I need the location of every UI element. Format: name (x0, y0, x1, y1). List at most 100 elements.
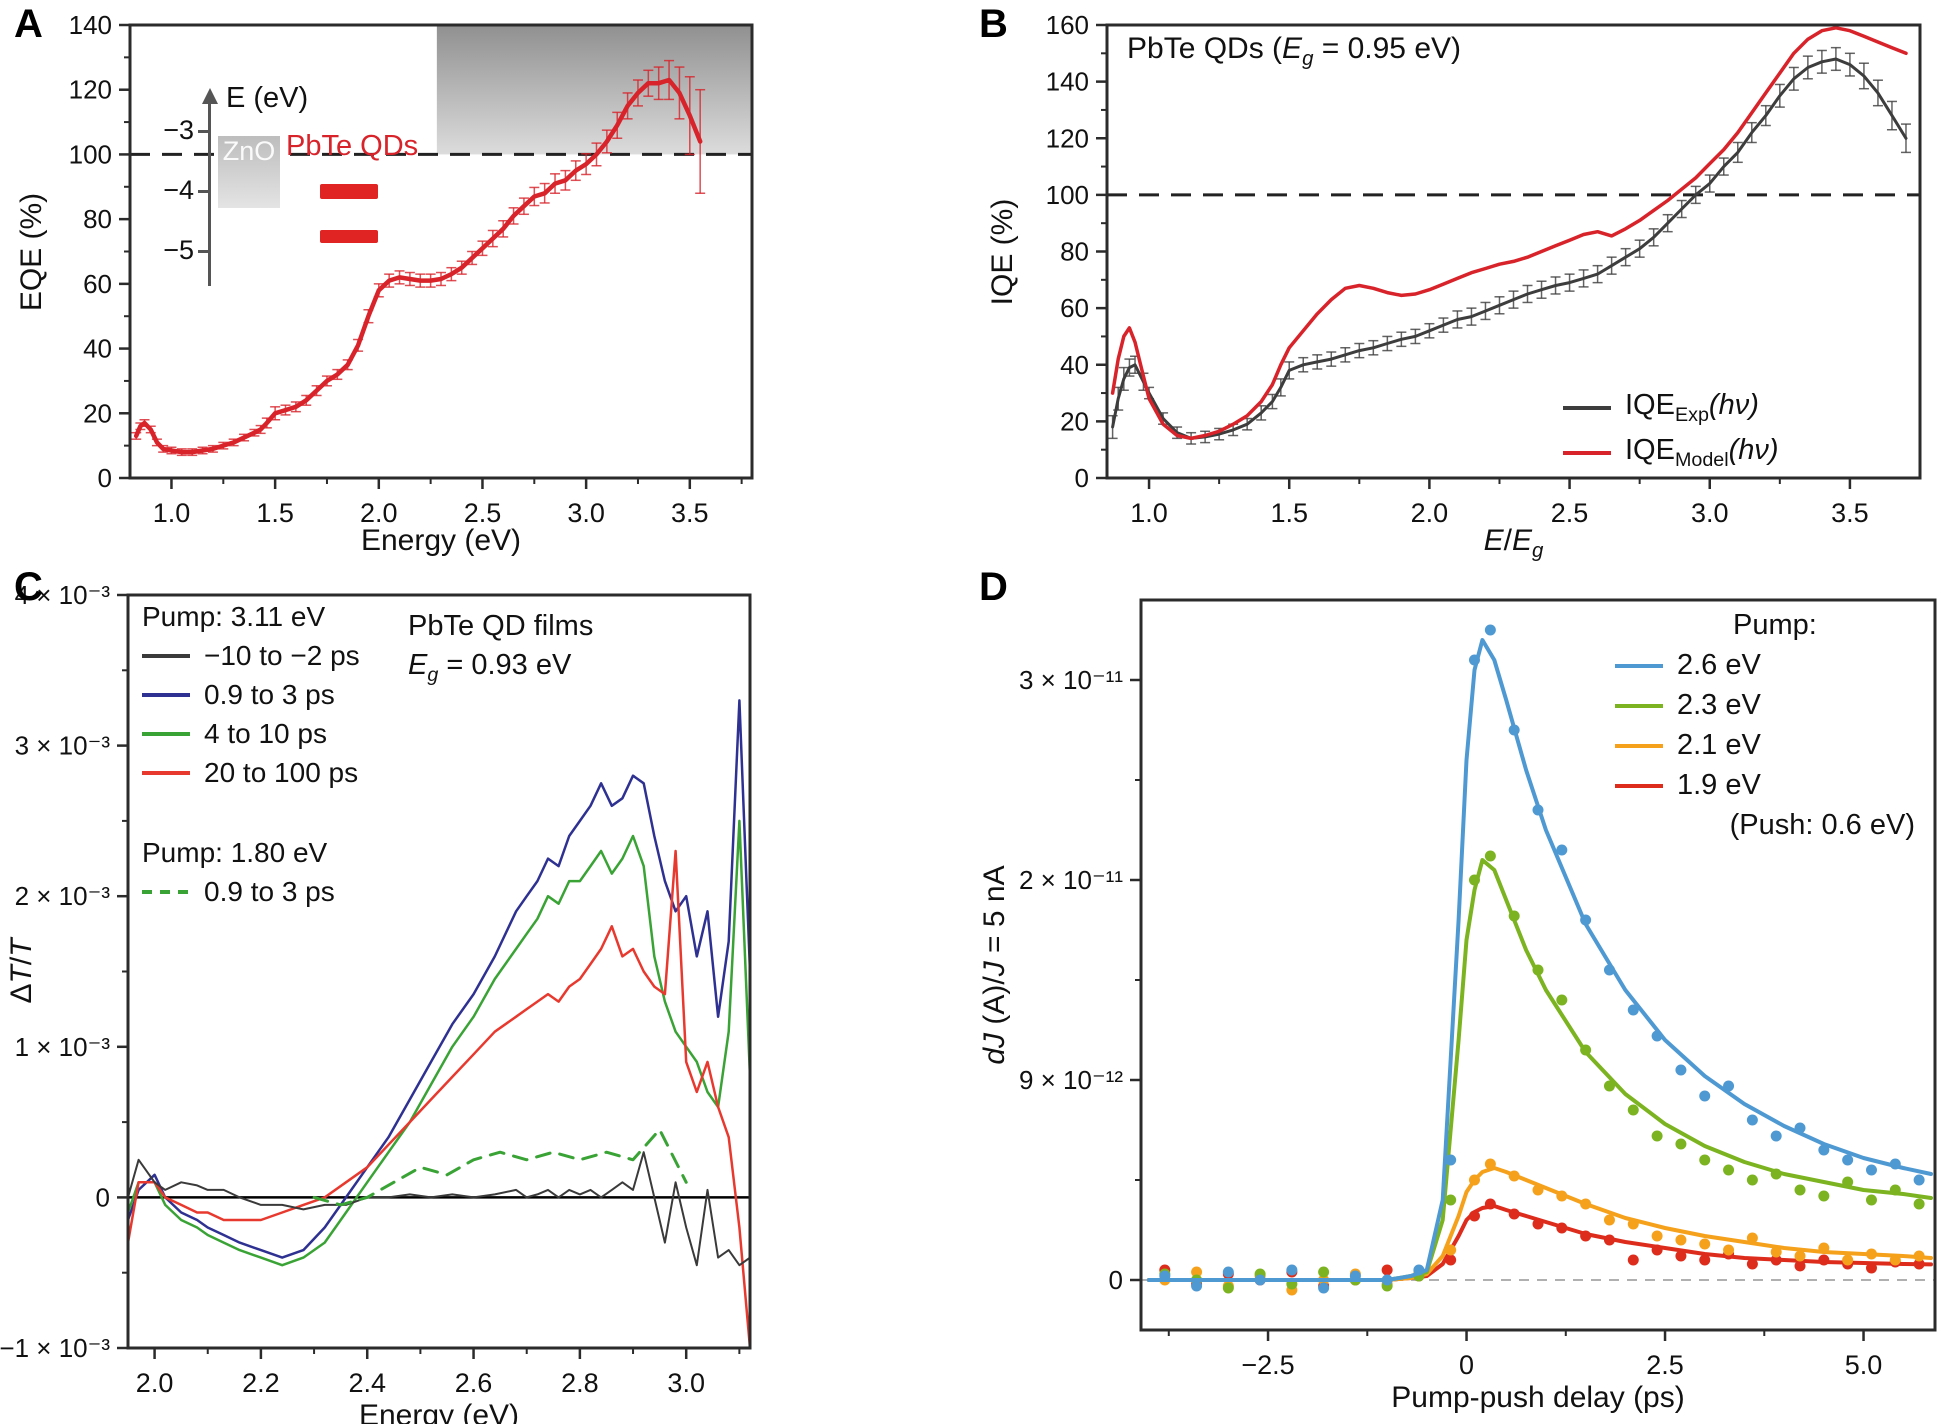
annotation-line1: PbTe QD films (408, 610, 594, 642)
push-energy-note: (Push: 0.6 eV) (1729, 809, 1915, 841)
svg-text:20: 20 (83, 398, 112, 428)
zno-band: ZnO (218, 136, 280, 208)
panel-b-chart: 1.0 1.5 2.0 2.5 3.0 3.5 0 20 40 60 80 100 120 140 160 (1046, 10, 1922, 528)
svg-text:2.8: 2.8 (561, 1368, 599, 1398)
svg-text:1.0: 1.0 (1130, 498, 1168, 528)
svg-text:−1 × 10⁻³: −1 × 10⁻³ (0, 1333, 110, 1363)
panel-a-ylabel: EQE (%) (15, 192, 48, 312)
legend-label: 1.9 eV (1677, 769, 1761, 801)
legend-label: IQEModel(hν) (1625, 433, 1779, 471)
svg-text:40: 40 (1060, 350, 1089, 380)
panel-b-title: PbTe QDs (Eg = 0.95 eV) (1127, 32, 1462, 70)
svg-text:0: 0 (1109, 1265, 1123, 1295)
svg-text:2.5: 2.5 (1646, 1350, 1684, 1380)
svg-text:100: 100 (1046, 180, 1089, 210)
svg-text:60: 60 (1060, 293, 1089, 323)
legend-item: 2.6 eV (1615, 649, 1915, 682)
svg-text:3.0: 3.0 (1691, 498, 1729, 528)
svg-text:9 × 10⁻¹²: 9 × 10⁻¹² (1019, 1065, 1123, 1095)
svg-text:60: 60 (83, 269, 112, 299)
legend-label: 2.6 eV (1677, 649, 1761, 681)
svg-text:2 × 10⁻³: 2 × 10⁻³ (15, 881, 111, 911)
legend-item: 2.3 eV (1615, 689, 1915, 722)
svg-text:140: 140 (1046, 67, 1089, 97)
line-swatch (142, 771, 190, 775)
inset-axis-arrow-icon (202, 88, 218, 104)
legend-title: Pump: (1733, 609, 1817, 641)
line-swatch (1615, 743, 1663, 748)
panel-b-letter: B (979, 2, 1008, 46)
svg-text:100: 100 (69, 139, 112, 169)
svg-text:1.5: 1.5 (1270, 498, 1308, 528)
svg-text:2.2: 2.2 (242, 1368, 280, 1398)
line-swatch (1615, 783, 1663, 788)
inset-tick-label: −5 (163, 235, 194, 265)
panel-c-chart: 2.0 2.2 2.4 2.6 2.8 3.0 −1 × 10⁻³ 0 1 × 10⁻³ 2 × … (0, 580, 752, 1398)
panel-c-letter: C (14, 565, 43, 609)
svg-text:2.0: 2.0 (360, 498, 398, 528)
svg-text:3 × 10⁻¹¹: 3 × 10⁻¹¹ (1019, 665, 1123, 695)
energy-level-inset: E (eV) −3 −4 −5 ZnO PbTe QDs (163, 82, 438, 309)
svg-text:3.0: 3.0 (567, 498, 605, 528)
panel-c-xlabel: Energy (eV) (358, 1399, 520, 1424)
dashed-line-swatch (142, 890, 190, 894)
legend-label: 20 to 100 ps (204, 757, 359, 788)
panel-a: A 1.0 1.5 2.0 2.5 3.0 3.5 0 20 40 60 80 100 120 140 E… (0, 0, 975, 565)
inset-tick-label: −4 (163, 175, 194, 205)
line-swatch (142, 693, 190, 697)
svg-text:80: 80 (1060, 237, 1089, 267)
svg-text:1.0: 1.0 (153, 498, 191, 528)
pump-180-legend: Pump: 1.80 eV 0.9 to 3 ps (142, 837, 335, 915)
panel-b-legend: IQEExp(hν) IQEModel(hν) (1563, 382, 1779, 479)
inset-energy-axis (208, 100, 211, 286)
svg-text:2.5: 2.5 (1551, 498, 1589, 528)
pbte-level-bar-1 (320, 184, 378, 199)
legend-label: 4 to 10 ps (204, 718, 327, 749)
legend-item: 0.9 to 3 ps (142, 876, 335, 908)
svg-text:0: 0 (98, 463, 112, 493)
panel-d-chart: −2.5 0 2.5 5.0 0 9 × 10⁻¹² 2 × 10⁻¹¹ 3 × 10⁻¹¹ (1019, 598, 1937, 1380)
svg-text:3.5: 3.5 (671, 498, 709, 528)
legend-label: 0.9 to 3 ps (204, 876, 335, 907)
legend-title: Pump: 1.80 eV (142, 837, 328, 868)
panel-d-xlabel: Pump-push delay (ps) (1391, 1381, 1685, 1414)
legend-item: −10 to −2 ps (142, 640, 360, 672)
panel-b-ylabel: IQE (%) (986, 198, 1019, 306)
legend-item: 0.9 to 3 ps (142, 679, 360, 711)
panel-d: D −2.5 0 2.5 5.0 0 9 × 10⁻¹² 2 × 10⁻¹¹ 3 × 10⁻¹… (975, 565, 1949, 1424)
line-swatch (1615, 703, 1663, 708)
legend-item: 4 to 10 ps (142, 718, 360, 750)
svg-text:1 × 10⁻³: 1 × 10⁻³ (15, 1032, 111, 1062)
svg-text:140: 140 (69, 10, 112, 40)
svg-text:80: 80 (83, 204, 112, 234)
svg-text:4 × 10⁻³: 4 × 10⁻³ (15, 580, 111, 610)
inset-tick (198, 190, 209, 193)
legend-label: IQEExp(hν) (1625, 389, 1759, 426)
pump-311-legend: Pump: 3.11 eV −10 to −2 ps 0.9 to 3 ps 4… (142, 601, 360, 796)
svg-text:2.0: 2.0 (136, 1368, 174, 1398)
line-swatch (142, 654, 190, 658)
pump-legend: Pump: 2.6 eV 2.3 eV 2.1 eV 1.9 eV (Push:… (1615, 609, 1915, 842)
inset-tick (198, 130, 209, 133)
panel-a-letter: A (14, 2, 43, 46)
panel-d-ylabel: dJ (A)/J = 5 nA (978, 865, 1011, 1065)
panel-c-ylabel: ΔT/T (5, 938, 38, 1004)
zno-label: ZnO (222, 136, 276, 166)
panel-b: B 1.0 1.5 2.0 2.5 3.0 3.5 0 20 40 60 80 100 120 140 16… (975, 0, 1949, 565)
inset-tick-label: −3 (163, 115, 194, 145)
pbte-qds-label: PbTe QDs (286, 130, 419, 162)
legend-label: −10 to −2 ps (204, 640, 360, 671)
panel-c: C 2.0 2.2 2.4 2.6 2.8 3.0 −1 × 10⁻³ 0 1 × 10⁻³ 2 … (0, 565, 975, 1424)
legend-item-iqe-model: IQEModel(hν) (1563, 434, 1779, 472)
svg-text:1.5: 1.5 (256, 498, 294, 528)
svg-text:2.6: 2.6 (455, 1368, 493, 1398)
svg-text:2.4: 2.4 (348, 1368, 386, 1398)
svg-text:20: 20 (1060, 406, 1089, 436)
svg-text:0: 0 (1075, 463, 1089, 493)
legend-item: 20 to 100 ps (142, 757, 360, 789)
svg-text:2.0: 2.0 (1411, 498, 1449, 528)
panel-c-annotation: PbTe QD films Eg = 0.93 eV (408, 607, 593, 689)
legend-label: 2.3 eV (1677, 689, 1761, 721)
annotation-line2: Eg = 0.93 eV (408, 649, 572, 686)
